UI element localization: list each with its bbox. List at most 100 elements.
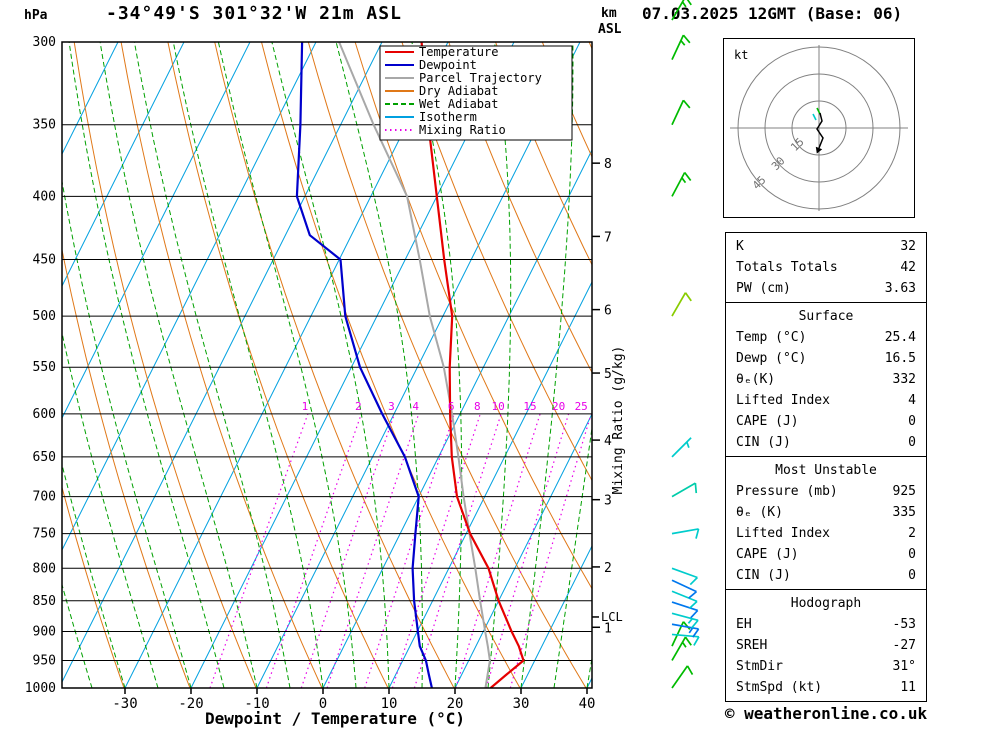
copyright: © weatheronline.co.uk bbox=[724, 704, 928, 723]
stat-value: 16.5 bbox=[884, 351, 916, 366]
wind-barb bbox=[671, 528, 700, 539]
stat-row: SREH -27 bbox=[726, 635, 926, 656]
mixing-ratio-lines bbox=[209, 413, 592, 688]
stat-row: Dewp (°C) 16.5 bbox=[726, 348, 926, 369]
svg-text:4: 4 bbox=[412, 400, 419, 413]
svg-text:30: 30 bbox=[513, 696, 530, 712]
stats-section-title: Surface bbox=[798, 309, 854, 324]
svg-text:850: 850 bbox=[33, 594, 56, 609]
stat-label: CIN (J) bbox=[736, 568, 791, 583]
stat-value: 11 bbox=[900, 680, 916, 695]
svg-text:1: 1 bbox=[302, 400, 309, 413]
stat-label: Temp (°C) bbox=[736, 330, 807, 345]
stat-label: StmDir bbox=[736, 659, 783, 674]
svg-text:950: 950 bbox=[33, 653, 56, 668]
altitude-axis-unit-asl: ASL bbox=[598, 22, 622, 37]
stat-row: θₑ(K) 332 bbox=[726, 369, 926, 390]
stat-label: Dewp (°C) bbox=[736, 351, 807, 366]
stat-label: EH bbox=[736, 617, 752, 632]
svg-text:3: 3 bbox=[388, 400, 395, 413]
svg-text:20: 20 bbox=[447, 696, 464, 712]
stat-row: CAPE (J) 0 bbox=[726, 544, 926, 565]
svg-text:10: 10 bbox=[491, 400, 504, 413]
wind-barb bbox=[671, 623, 700, 638]
svg-text:600: 600 bbox=[33, 407, 56, 422]
stat-label: Totals Totals bbox=[736, 260, 838, 275]
stat-label: PW (cm) bbox=[736, 281, 791, 296]
svg-text:8: 8 bbox=[474, 400, 481, 413]
svg-text:500: 500 bbox=[33, 309, 56, 324]
svg-text:Wet Adiabat: Wet Adiabat bbox=[419, 97, 498, 111]
svg-text:15: 15 bbox=[788, 135, 807, 154]
svg-text:750: 750 bbox=[33, 527, 56, 542]
wind-barb bbox=[671, 0, 692, 21]
stats-section: K 32 Totals Totals 42 PW (cm) 3.63 bbox=[726, 233, 926, 302]
stat-value: 0 bbox=[908, 414, 916, 429]
stat-row: CAPE (J) 0 bbox=[726, 411, 926, 432]
stat-row: StmSpd (kt) 11 bbox=[726, 677, 926, 698]
svg-text:Isotherm: Isotherm bbox=[419, 110, 477, 124]
lcl-marker: LCL bbox=[601, 610, 623, 624]
stat-label: CAPE (J) bbox=[736, 414, 799, 429]
station-title: -34°49'S 301°32'W 21m ASL bbox=[106, 3, 402, 24]
svg-text:Dewpoint: Dewpoint bbox=[419, 58, 477, 72]
pressure-axis: 300 350 400 450 500 550 600 650 700 750 800 850 900 9… bbox=[25, 35, 56, 696]
stat-label: K bbox=[736, 239, 744, 254]
stat-value: 332 bbox=[892, 372, 916, 387]
hodograph-aux-trace bbox=[816, 107, 821, 115]
stat-label: θₑ(K) bbox=[736, 372, 776, 387]
stats-section-title: Hodograph bbox=[790, 596, 862, 611]
stat-value: 0 bbox=[908, 568, 916, 583]
wind-barb bbox=[671, 612, 699, 629]
svg-text:900: 900 bbox=[33, 624, 56, 639]
stat-value: 335 bbox=[892, 505, 916, 520]
stat-label: CIN (J) bbox=[736, 435, 791, 450]
svg-text:550: 550 bbox=[33, 360, 56, 375]
wind-barb-column bbox=[671, 0, 700, 689]
svg-text:3: 3 bbox=[604, 494, 612, 509]
svg-text:Parcel Trajectory: Parcel Trajectory bbox=[419, 71, 542, 85]
svg-text:4: 4 bbox=[604, 434, 612, 449]
svg-text:2: 2 bbox=[604, 561, 612, 576]
temperature-curve bbox=[420, 42, 525, 688]
stats-section: Hodograph EH -53 SREH -27 StmDir 31° StmSpd (kt… bbox=[726, 589, 926, 701]
stat-value: -27 bbox=[892, 638, 916, 653]
stat-row: CIN (J) 0 bbox=[726, 565, 926, 586]
wind-barb bbox=[671, 601, 699, 619]
stat-value: -53 bbox=[892, 617, 916, 632]
stat-row: Lifted Index 2 bbox=[726, 523, 926, 544]
hodograph-arrow bbox=[815, 146, 823, 154]
stat-row: StmDir 31° bbox=[726, 656, 926, 677]
pressure-axis-unit: hPa bbox=[24, 8, 48, 23]
stat-row: Temp (°C) 25.4 bbox=[726, 327, 926, 348]
stat-row: K 32 bbox=[726, 236, 926, 257]
wind-barb bbox=[671, 590, 698, 609]
svg-text:25: 25 bbox=[575, 400, 588, 413]
stats-section-title: Most Unstable bbox=[775, 463, 877, 478]
stat-row: θₑ (K) 335 bbox=[726, 502, 926, 523]
stat-value: 42 bbox=[900, 260, 916, 275]
wind-barb bbox=[671, 292, 692, 317]
svg-text:1: 1 bbox=[604, 621, 612, 636]
svg-text:-10: -10 bbox=[244, 696, 269, 712]
stat-value: 2 bbox=[908, 526, 916, 541]
wind-barb bbox=[671, 567, 698, 586]
stat-value: 0 bbox=[908, 547, 916, 562]
right-axis-label: Mixing Ratio (g/kg) bbox=[611, 346, 626, 495]
sounding-stats-table: K 32 Totals Totals 42 PW (cm) 3.63 Surface Temp… bbox=[725, 232, 927, 702]
stat-row: Pressure (mb) 925 bbox=[726, 481, 926, 502]
wind-barb bbox=[671, 636, 692, 661]
plot-area bbox=[62, 42, 592, 688]
svg-text:450: 450 bbox=[33, 253, 56, 268]
svg-text:5: 5 bbox=[604, 367, 612, 382]
wind-barb bbox=[671, 665, 694, 689]
svg-text:-20: -20 bbox=[178, 696, 203, 712]
svg-text:7: 7 bbox=[604, 230, 612, 245]
altitude-axis-unit-km: km bbox=[601, 6, 617, 21]
stat-row: EH -53 bbox=[726, 614, 926, 635]
svg-text:Temperature: Temperature bbox=[419, 45, 498, 59]
stat-row: Lifted Index 4 bbox=[726, 390, 926, 411]
svg-text:15: 15 bbox=[523, 400, 536, 413]
svg-text:Dry Adiabat: Dry Adiabat bbox=[419, 84, 498, 98]
